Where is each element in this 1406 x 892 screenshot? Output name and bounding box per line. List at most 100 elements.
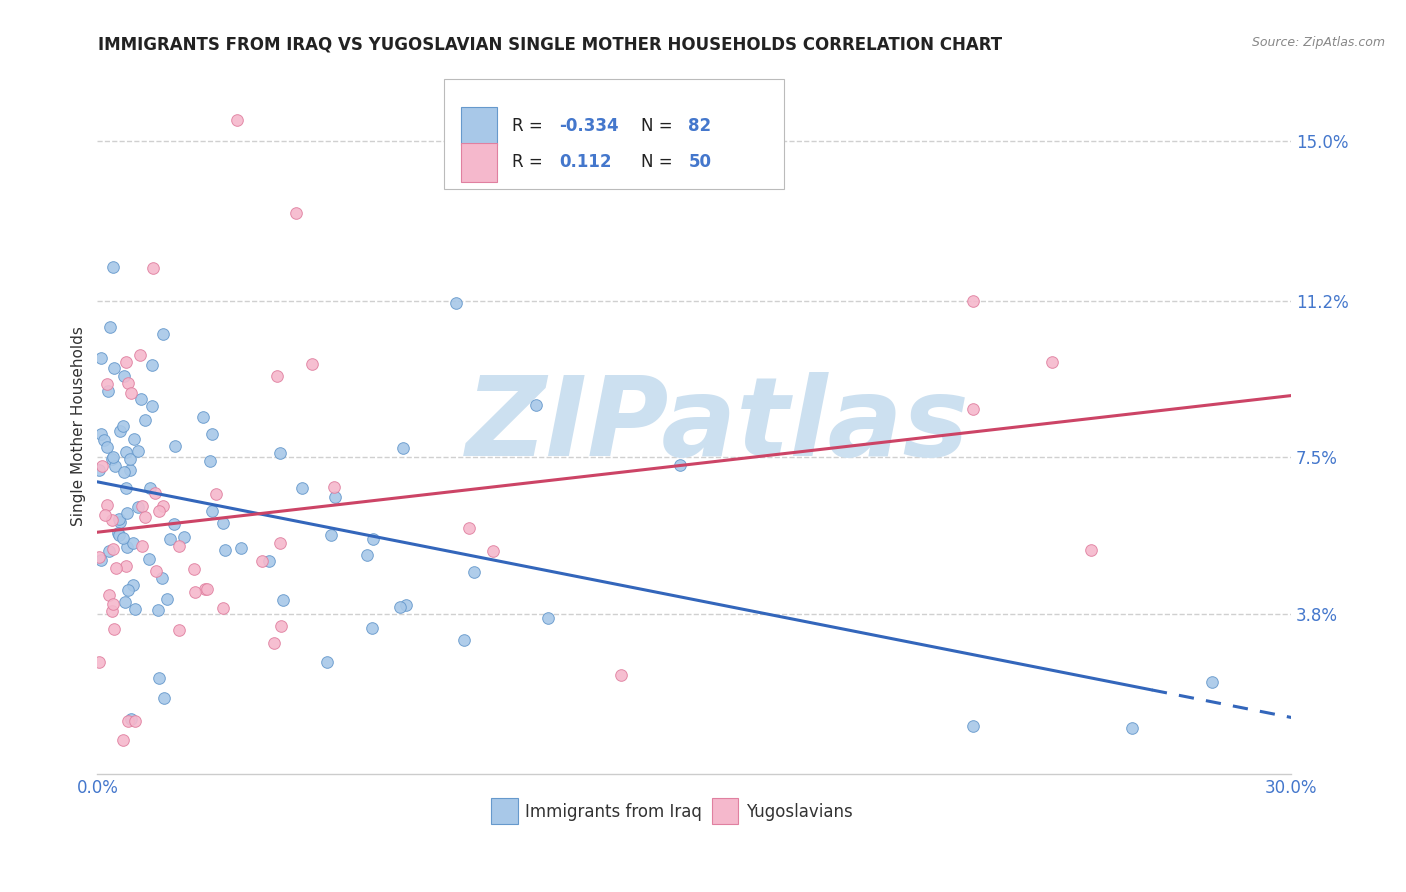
Point (610, 668, 633, 682)
Point (124, 432, 146, 446)
Point (114, 595, 136, 609)
Point (98, 588, 121, 602)
Point (117, 541, 139, 555)
Point (115, 481, 138, 495)
Point (101, 450, 124, 464)
Point (225, 112, 247, 127)
Point (129, 349, 152, 363)
Point (444, 296, 467, 310)
Point (214, 542, 236, 557)
Point (108, 424, 131, 438)
Point (117, 714, 139, 728)
Point (111, 419, 134, 434)
Point (97, 543, 120, 558)
Text: Immigrants from Iraq: Immigrants from Iraq (524, 804, 702, 822)
Point (962, 294, 984, 309)
Point (115, 445, 138, 459)
Point (121, 578, 143, 592)
Point (118, 452, 141, 467)
Point (524, 398, 547, 412)
Point (316, 655, 339, 669)
Point (159, 533, 181, 547)
Point (152, 499, 174, 513)
Point (96, 499, 118, 513)
Text: R =: R = (512, 153, 547, 171)
Point (165, 439, 187, 453)
Point (319, 527, 342, 541)
Text: IMMIGRANTS FROM IRAQ VS YUGOSLAVIAN SINGLE MOTHER HOUSEHOLDS CORRELATION CHART: IMMIGRANTS FROM IRAQ VS YUGOSLAVIAN SING… (98, 36, 1002, 54)
Point (146, 603, 169, 617)
Point (152, 690, 174, 705)
FancyBboxPatch shape (713, 797, 738, 824)
Point (205, 487, 228, 501)
Point (120, 386, 142, 401)
Point (110, 515, 132, 529)
Point (112, 368, 135, 383)
Text: Yugoslavians: Yugoslavians (745, 804, 852, 822)
Point (134, 413, 156, 427)
Point (323, 480, 346, 494)
Text: R =: R = (512, 117, 547, 136)
Point (669, 458, 692, 473)
Point (120, 463, 142, 477)
Point (131, 539, 153, 553)
Point (90, 553, 112, 567)
Text: Source: ZipAtlas.com: Source: ZipAtlas.com (1251, 36, 1385, 49)
Point (482, 544, 505, 558)
Point (163, 516, 186, 531)
Point (94, 508, 117, 523)
Point (141, 399, 163, 413)
Point (266, 368, 288, 383)
Point (1042, 354, 1064, 368)
Point (212, 516, 235, 530)
Point (127, 500, 149, 515)
Point (97, 384, 120, 398)
Point (112, 465, 135, 479)
Point (167, 540, 190, 554)
Point (101, 597, 124, 611)
Point (269, 536, 291, 550)
FancyBboxPatch shape (443, 78, 783, 189)
Text: -0.334: -0.334 (560, 117, 619, 136)
Point (184, 585, 207, 599)
Point (183, 562, 205, 576)
Point (212, 601, 235, 615)
Point (145, 564, 167, 578)
Point (101, 542, 124, 557)
Point (101, 512, 124, 526)
Point (537, 611, 560, 625)
Point (194, 582, 217, 596)
Point (105, 561, 128, 575)
Point (115, 559, 138, 574)
Text: ZIPatlas: ZIPatlas (467, 372, 970, 479)
Point (89, 550, 111, 565)
Point (962, 402, 984, 417)
Point (115, 355, 138, 369)
Point (143, 485, 166, 500)
Point (148, 504, 170, 518)
Point (269, 446, 291, 460)
Point (463, 565, 485, 579)
Point (360, 621, 382, 635)
Point (103, 623, 125, 637)
Point (363, 532, 385, 546)
Point (291, 481, 314, 495)
Point (257, 553, 280, 567)
Point (200, 454, 222, 468)
Point (271, 593, 294, 607)
Point (1201, 675, 1223, 690)
Point (108, 512, 131, 526)
Point (89, 463, 111, 477)
Text: N =: N = (641, 153, 678, 171)
FancyBboxPatch shape (491, 797, 517, 824)
Point (263, 635, 285, 649)
FancyBboxPatch shape (461, 144, 498, 182)
Point (134, 509, 156, 524)
Point (96, 440, 118, 454)
Point (1080, 543, 1102, 558)
Text: N =: N = (641, 117, 678, 136)
Point (103, 260, 125, 275)
Point (229, 541, 252, 555)
Point (356, 548, 378, 562)
Point (120, 712, 142, 726)
